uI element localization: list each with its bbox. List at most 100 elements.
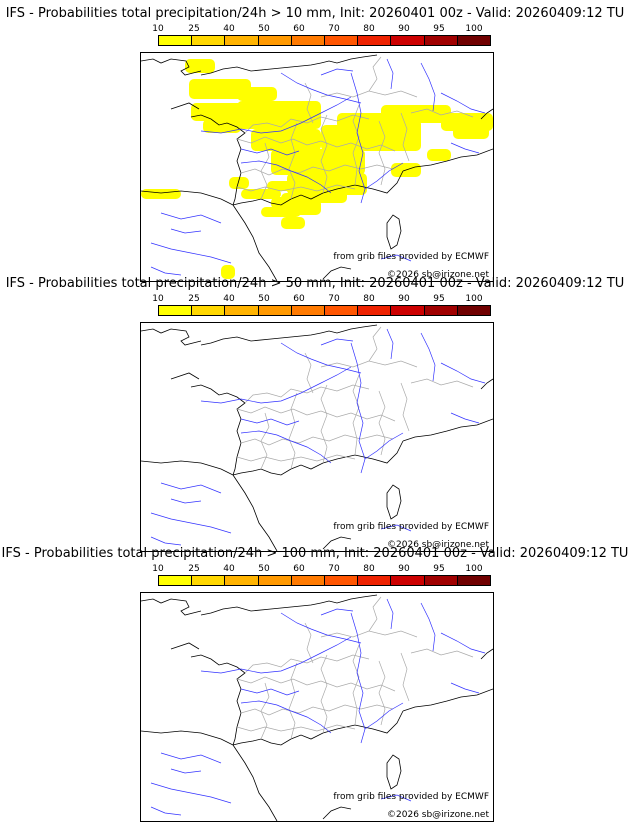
panel-title: IFS - Probabilities total precipitation/… [1,546,629,561]
coastline-segment [232,474,278,551]
colorbar-tick: 50 [258,24,270,34]
precip-area [241,189,281,199]
coastline-segment [320,324,378,334]
admin-border [378,390,386,456]
colorbar-tick: 10 [152,24,164,34]
colorbar-tick: 95 [433,564,445,574]
colorbar-swatch [192,36,226,45]
colorbar-swatch [291,576,326,585]
river [420,332,436,382]
colorbar-tick: 70 [328,24,340,34]
admin-border [244,654,370,674]
coastline-segment [322,806,352,820]
river [320,608,354,616]
coastline-segment [232,170,404,206]
admin-border [240,164,394,176]
colorbar-swatch [457,576,491,585]
admin-border [304,352,314,394]
colorbar-swatch [291,306,326,315]
colorbar-labels: 10 25 40 50 60 70 80 90 95 100 [152,564,490,574]
river [160,482,222,494]
admin-border [320,384,328,464]
precip-area [191,103,251,121]
coastline-segment [232,418,242,476]
map-svg [141,54,493,281]
colorbar-swatch [325,306,359,315]
colorbar-swatch [358,36,392,45]
precip-area [307,163,347,177]
coastline-segment [232,710,404,746]
colorbar-tick: 40 [223,24,235,34]
coastline-segment [320,594,378,604]
admin-border [378,660,386,726]
colorbar-tick: 10 [152,294,164,304]
panel-title: IFS - Probabilities total precipitation/… [5,6,625,21]
copyright: ©2026 sb@irizone.net [387,810,489,820]
colorbar-swatch [424,576,458,585]
coastline-segment [480,378,493,390]
coastline-segment [322,266,352,280]
precip-area [281,217,305,229]
river [170,228,202,234]
admin-border [236,454,356,462]
colorbar-tick: 50 [258,564,270,574]
river [200,96,352,134]
river [420,62,436,112]
river [440,362,486,384]
admin-border [368,326,382,362]
copyright: ©2026 sb@irizone.net [387,540,489,550]
map-svg [141,324,493,551]
river [280,612,362,644]
river [240,688,300,696]
river [440,632,486,654]
colorbar-swatch [391,36,425,45]
admin-border [304,82,314,124]
coastline-segment [232,440,404,476]
coastline-segment [141,58,202,76]
colorbar-tick: 25 [188,564,200,574]
coastline-segment [170,372,200,380]
admin-border [352,104,360,186]
coastline-segment [232,204,278,281]
coastline-segment [402,688,493,712]
panel-100mm: IFS - Probabilities total precipitation/… [0,546,630,822]
colorbar-tick: 80 [363,564,375,574]
coastline-segment [386,754,402,790]
admin-border [352,644,360,726]
coastline-segment [232,744,278,821]
colorbar-swatch [159,36,193,45]
colorbar-swatch [192,306,226,315]
admin-border [240,704,394,716]
precip-area [141,189,181,199]
river [350,72,366,204]
precip-area [267,181,307,191]
colorbar-tick: 10 [152,564,164,574]
admin-border [288,662,298,740]
colorbar-swatch [225,576,259,585]
river [200,636,352,674]
colorbar-tick: 95 [433,24,445,34]
river [320,68,354,76]
admin-border [410,648,474,658]
precip-area [237,101,321,129]
colorbar-tick: 40 [223,294,235,304]
coastline-segment [141,460,234,476]
colorbar-tick: 80 [363,24,375,34]
colorbar-tick: 90 [398,564,410,574]
colorbar-tick: 25 [188,24,200,34]
precip-area [381,105,451,123]
admin-border [378,120,386,186]
river [150,536,182,546]
colorbar-labels: 10 25 40 50 60 70 80 90 95 100 [152,24,490,34]
river [364,432,404,460]
river [150,266,182,276]
river [150,782,232,804]
coastline-segment [402,418,493,442]
colorbar-tick: 100 [465,564,483,574]
colorbar-swatch [325,36,359,45]
map-frame: from grib files provided by ECMWF ©2026 … [140,52,494,282]
river [170,498,202,504]
rivers [150,598,486,816]
precip-area [261,207,301,217]
source-credit: from grib files provided by ECMWF [333,792,489,802]
